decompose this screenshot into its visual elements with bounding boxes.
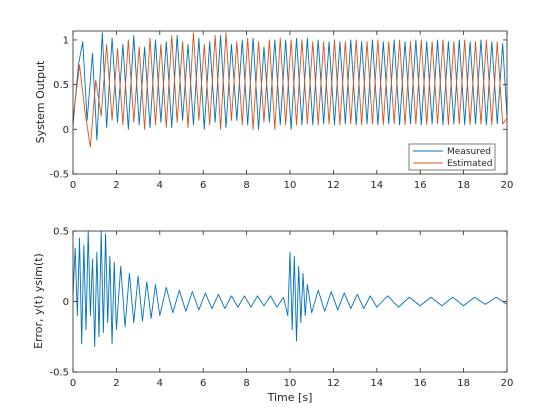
legend-measured-label: Measured: [447, 147, 491, 157]
top-y-ticks: -0.5 0 0.5 1: [49, 35, 507, 181]
top-x-tick-label: 8: [243, 180, 249, 191]
bottom-x-tick-label: 8: [243, 378, 249, 389]
top-y-tick-label: 0: [63, 125, 69, 136]
legend: Measured Estimated: [408, 143, 496, 171]
bottom-y-tick-label: 0: [63, 297, 69, 308]
bottom-x-ticks: 0 2 4 6 8 10 12 14 16 18 20: [70, 231, 514, 389]
bottom-y-tick-label: -0.5: [49, 368, 69, 379]
bottom-subplot: 0 2 4 6 8 10 12 14 16 18 20 -0.500.5 Error, y(t) y…: [32, 227, 513, 405]
top-x-tick-label: 4: [157, 180, 163, 191]
top-x-tick-label: 12: [327, 180, 340, 191]
bottom-x-axis-label: Time [s]: [267, 391, 313, 404]
bottom-x-tick-label: 2: [113, 378, 119, 389]
top-y-tick-label: 0.5: [53, 80, 69, 91]
bottom-y-axis-label: Error, y(t) ysim(t): [32, 253, 45, 349]
legend-estimated-label: Estimated: [447, 159, 492, 169]
top-x-tick-label: 10: [284, 180, 297, 191]
legend-box: [408, 143, 496, 171]
top-series-line-1: [72, 32, 508, 148]
top-x-tick-label: 6: [200, 180, 206, 191]
top-x-ticks: 0 2 4 6 8 10 12 14 16 18 20: [70, 31, 514, 191]
top-x-tick-label: 18: [457, 180, 470, 191]
top-x-tick-label: 14: [370, 180, 383, 191]
bottom-x-tick-label: 20: [501, 378, 514, 389]
top-y-axis-label: System Output: [34, 60, 47, 143]
top-x-tick-label: 16: [414, 180, 427, 191]
top-x-tick-label: 2: [113, 180, 119, 191]
bottom-y-ticks: -0.5 0 0.5: [49, 227, 507, 379]
top-y-tick-label: 1: [63, 35, 69, 46]
top-subplot: 0 2 4 6 8 10 12 14 16 18 20 -0.500.51 System Outpu…: [34, 30, 514, 191]
top-x-tick-label: 0: [70, 180, 76, 191]
bottom-y-tick-label: 0.5: [53, 227, 69, 238]
bottom-x-tick-label: 6: [200, 378, 206, 389]
top-series-lines: [72, 32, 508, 148]
bottom-series-line-0: [72, 230, 508, 348]
top-x-tick-label: 20: [501, 180, 514, 191]
bottom-x-tick-label: 0: [70, 378, 76, 389]
top-y-tick-label: -0.5: [49, 170, 69, 181]
bottom-series-lines: [72, 230, 508, 348]
bottom-x-tick-label: 18: [457, 378, 470, 389]
bottom-x-tick-label: 10: [284, 378, 297, 389]
bottom-x-tick-label: 14: [370, 378, 383, 389]
bottom-x-tick-label: 12: [327, 378, 340, 389]
bottom-x-tick-label: 16: [414, 378, 427, 389]
bottom-x-tick-label: 4: [157, 378, 163, 389]
